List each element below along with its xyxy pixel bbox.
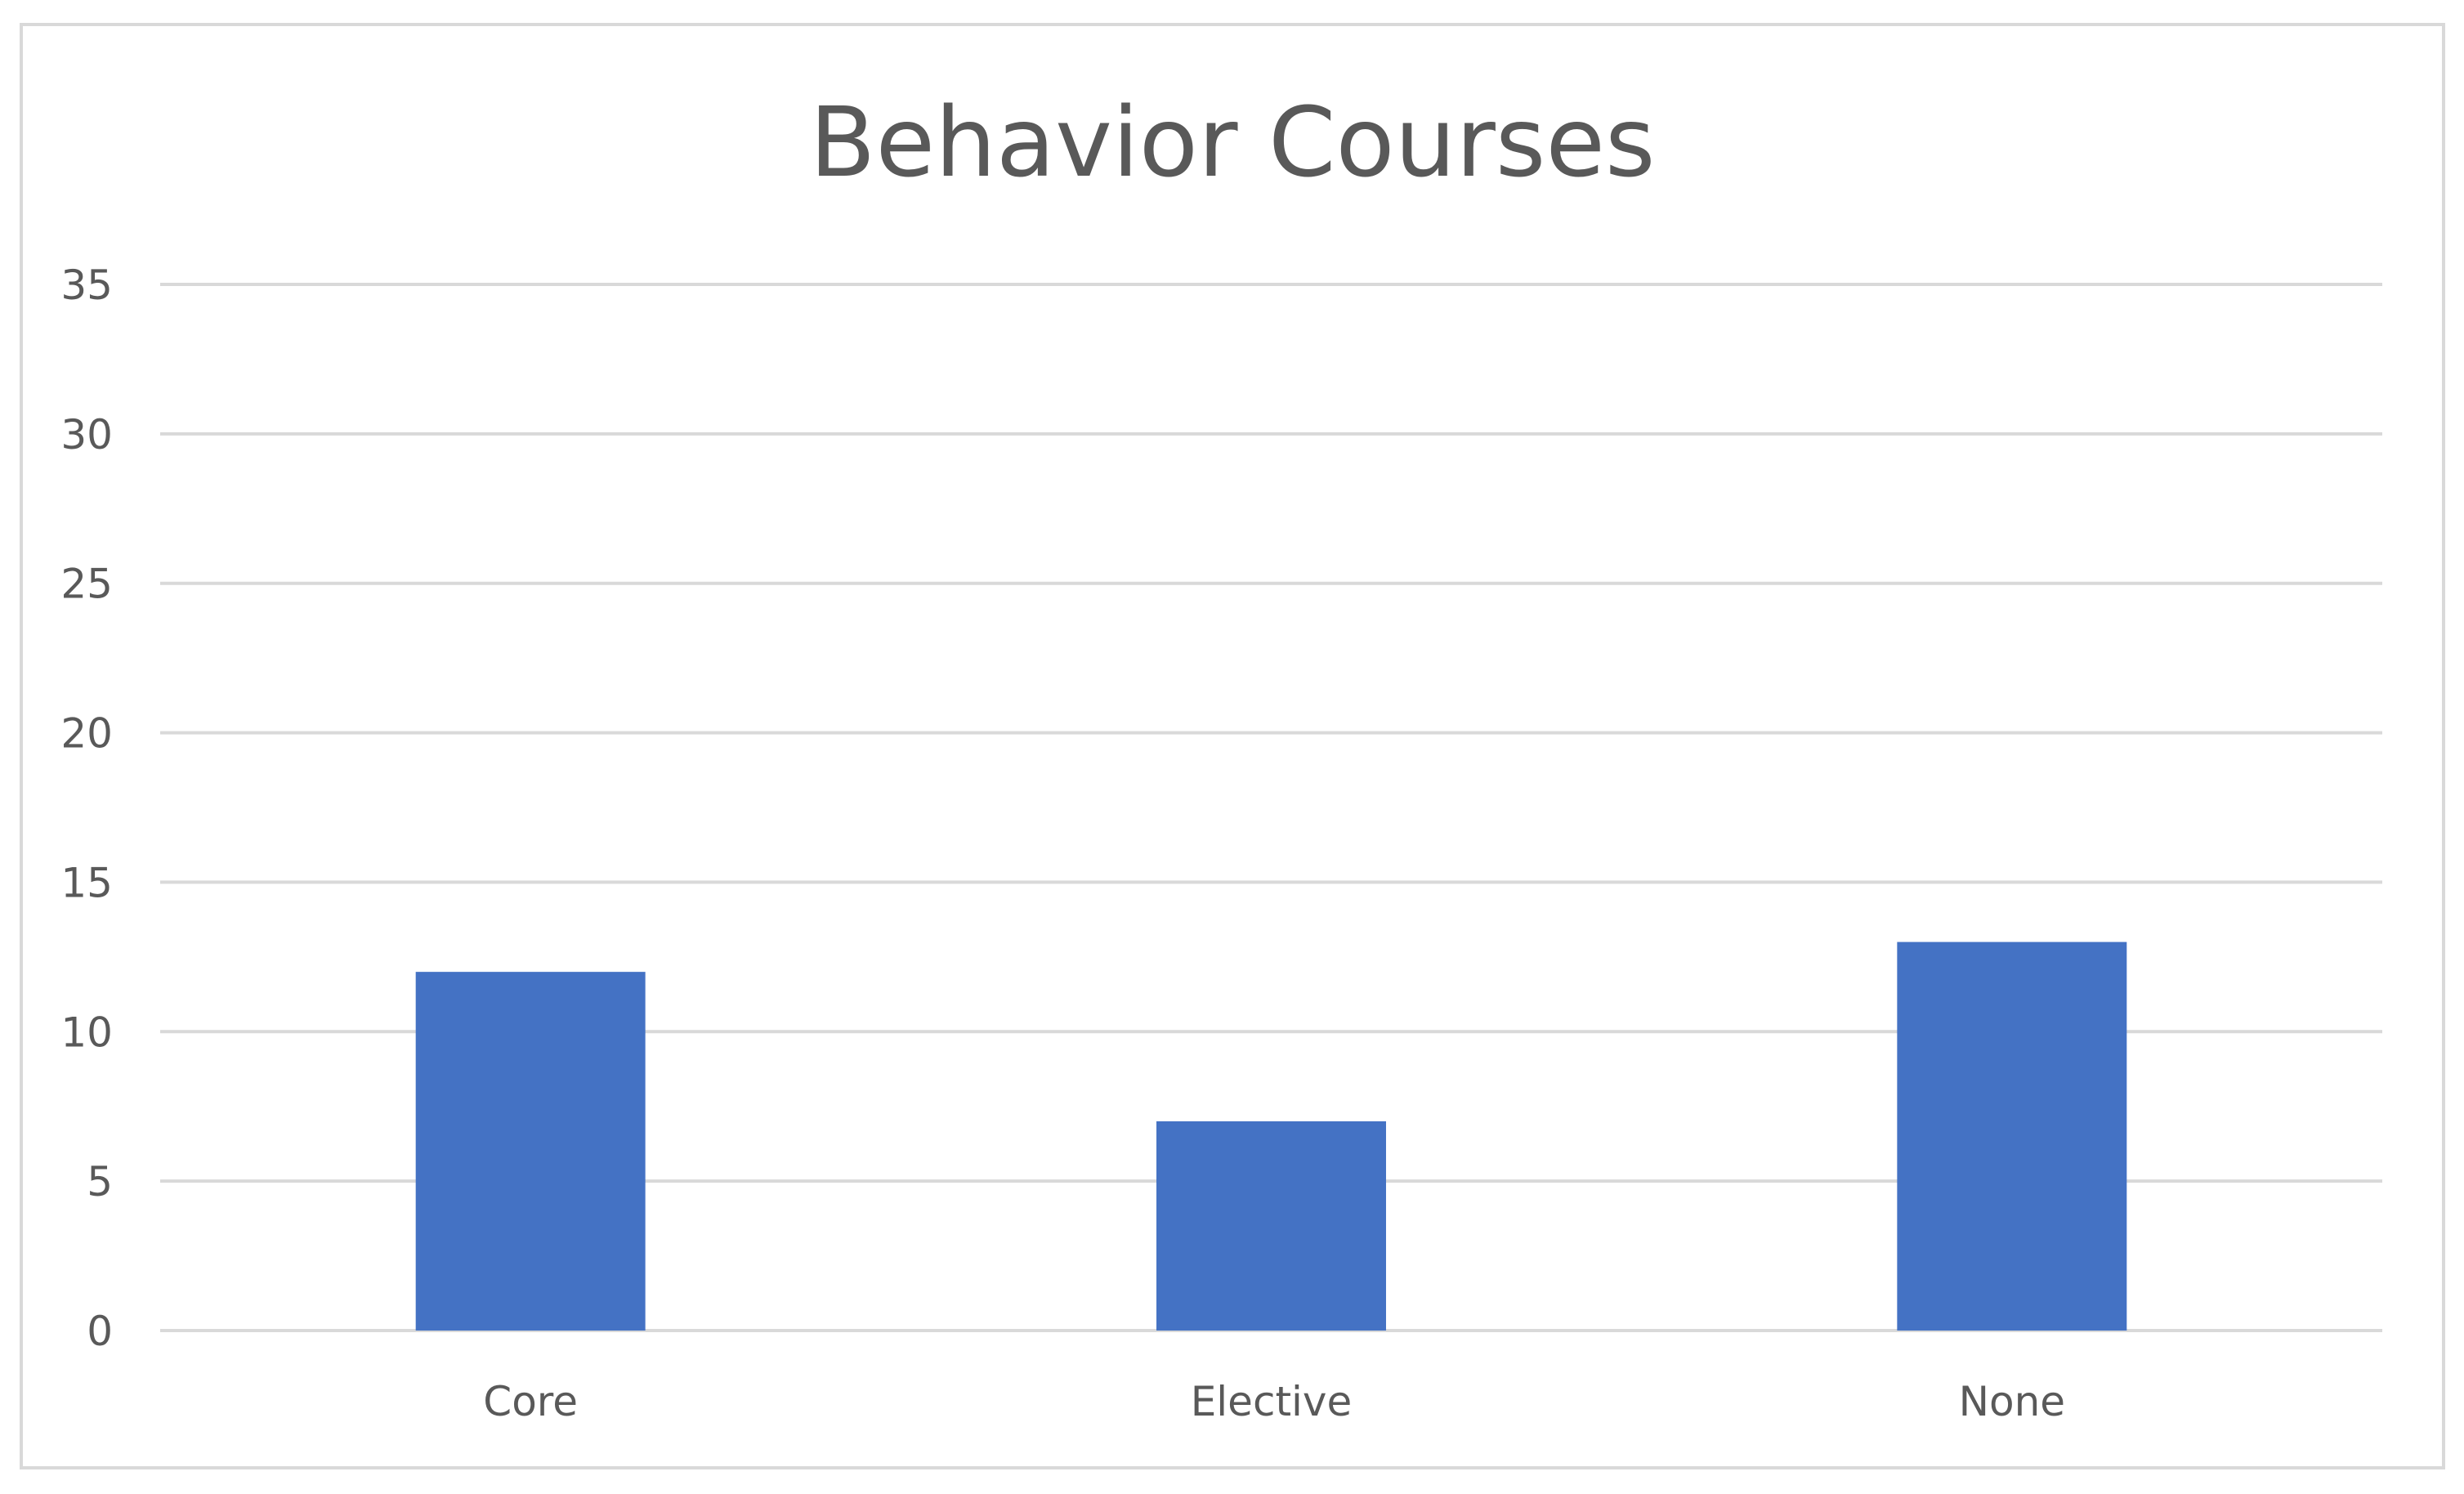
y-tick-label: 35 [60, 262, 113, 309]
chart-title: Behavior Courses [810, 86, 1656, 199]
y-tick-label: 0 [87, 1308, 113, 1355]
bar-elective [1156, 1121, 1386, 1331]
y-tick-label: 25 [60, 561, 113, 608]
bar-none [1897, 942, 2127, 1331]
category-label-none: None [1959, 1378, 2065, 1425]
y-tick-label: 10 [60, 1009, 113, 1056]
y-tick-label: 30 [60, 411, 113, 458]
category-label-elective: Elective [1191, 1378, 1353, 1425]
y-tick-label: 5 [87, 1158, 113, 1205]
category-label-core: Core [483, 1378, 578, 1425]
y-axis-tick-labels: 0 5 10 15 20 25 30 35 [60, 262, 113, 1355]
x-axis-category-labels: Core Elective None [483, 1378, 2065, 1425]
bar-core [415, 972, 646, 1331]
bars [415, 942, 2127, 1331]
y-tick-label: 15 [60, 859, 113, 906]
y-tick-label: 20 [60, 710, 113, 758]
